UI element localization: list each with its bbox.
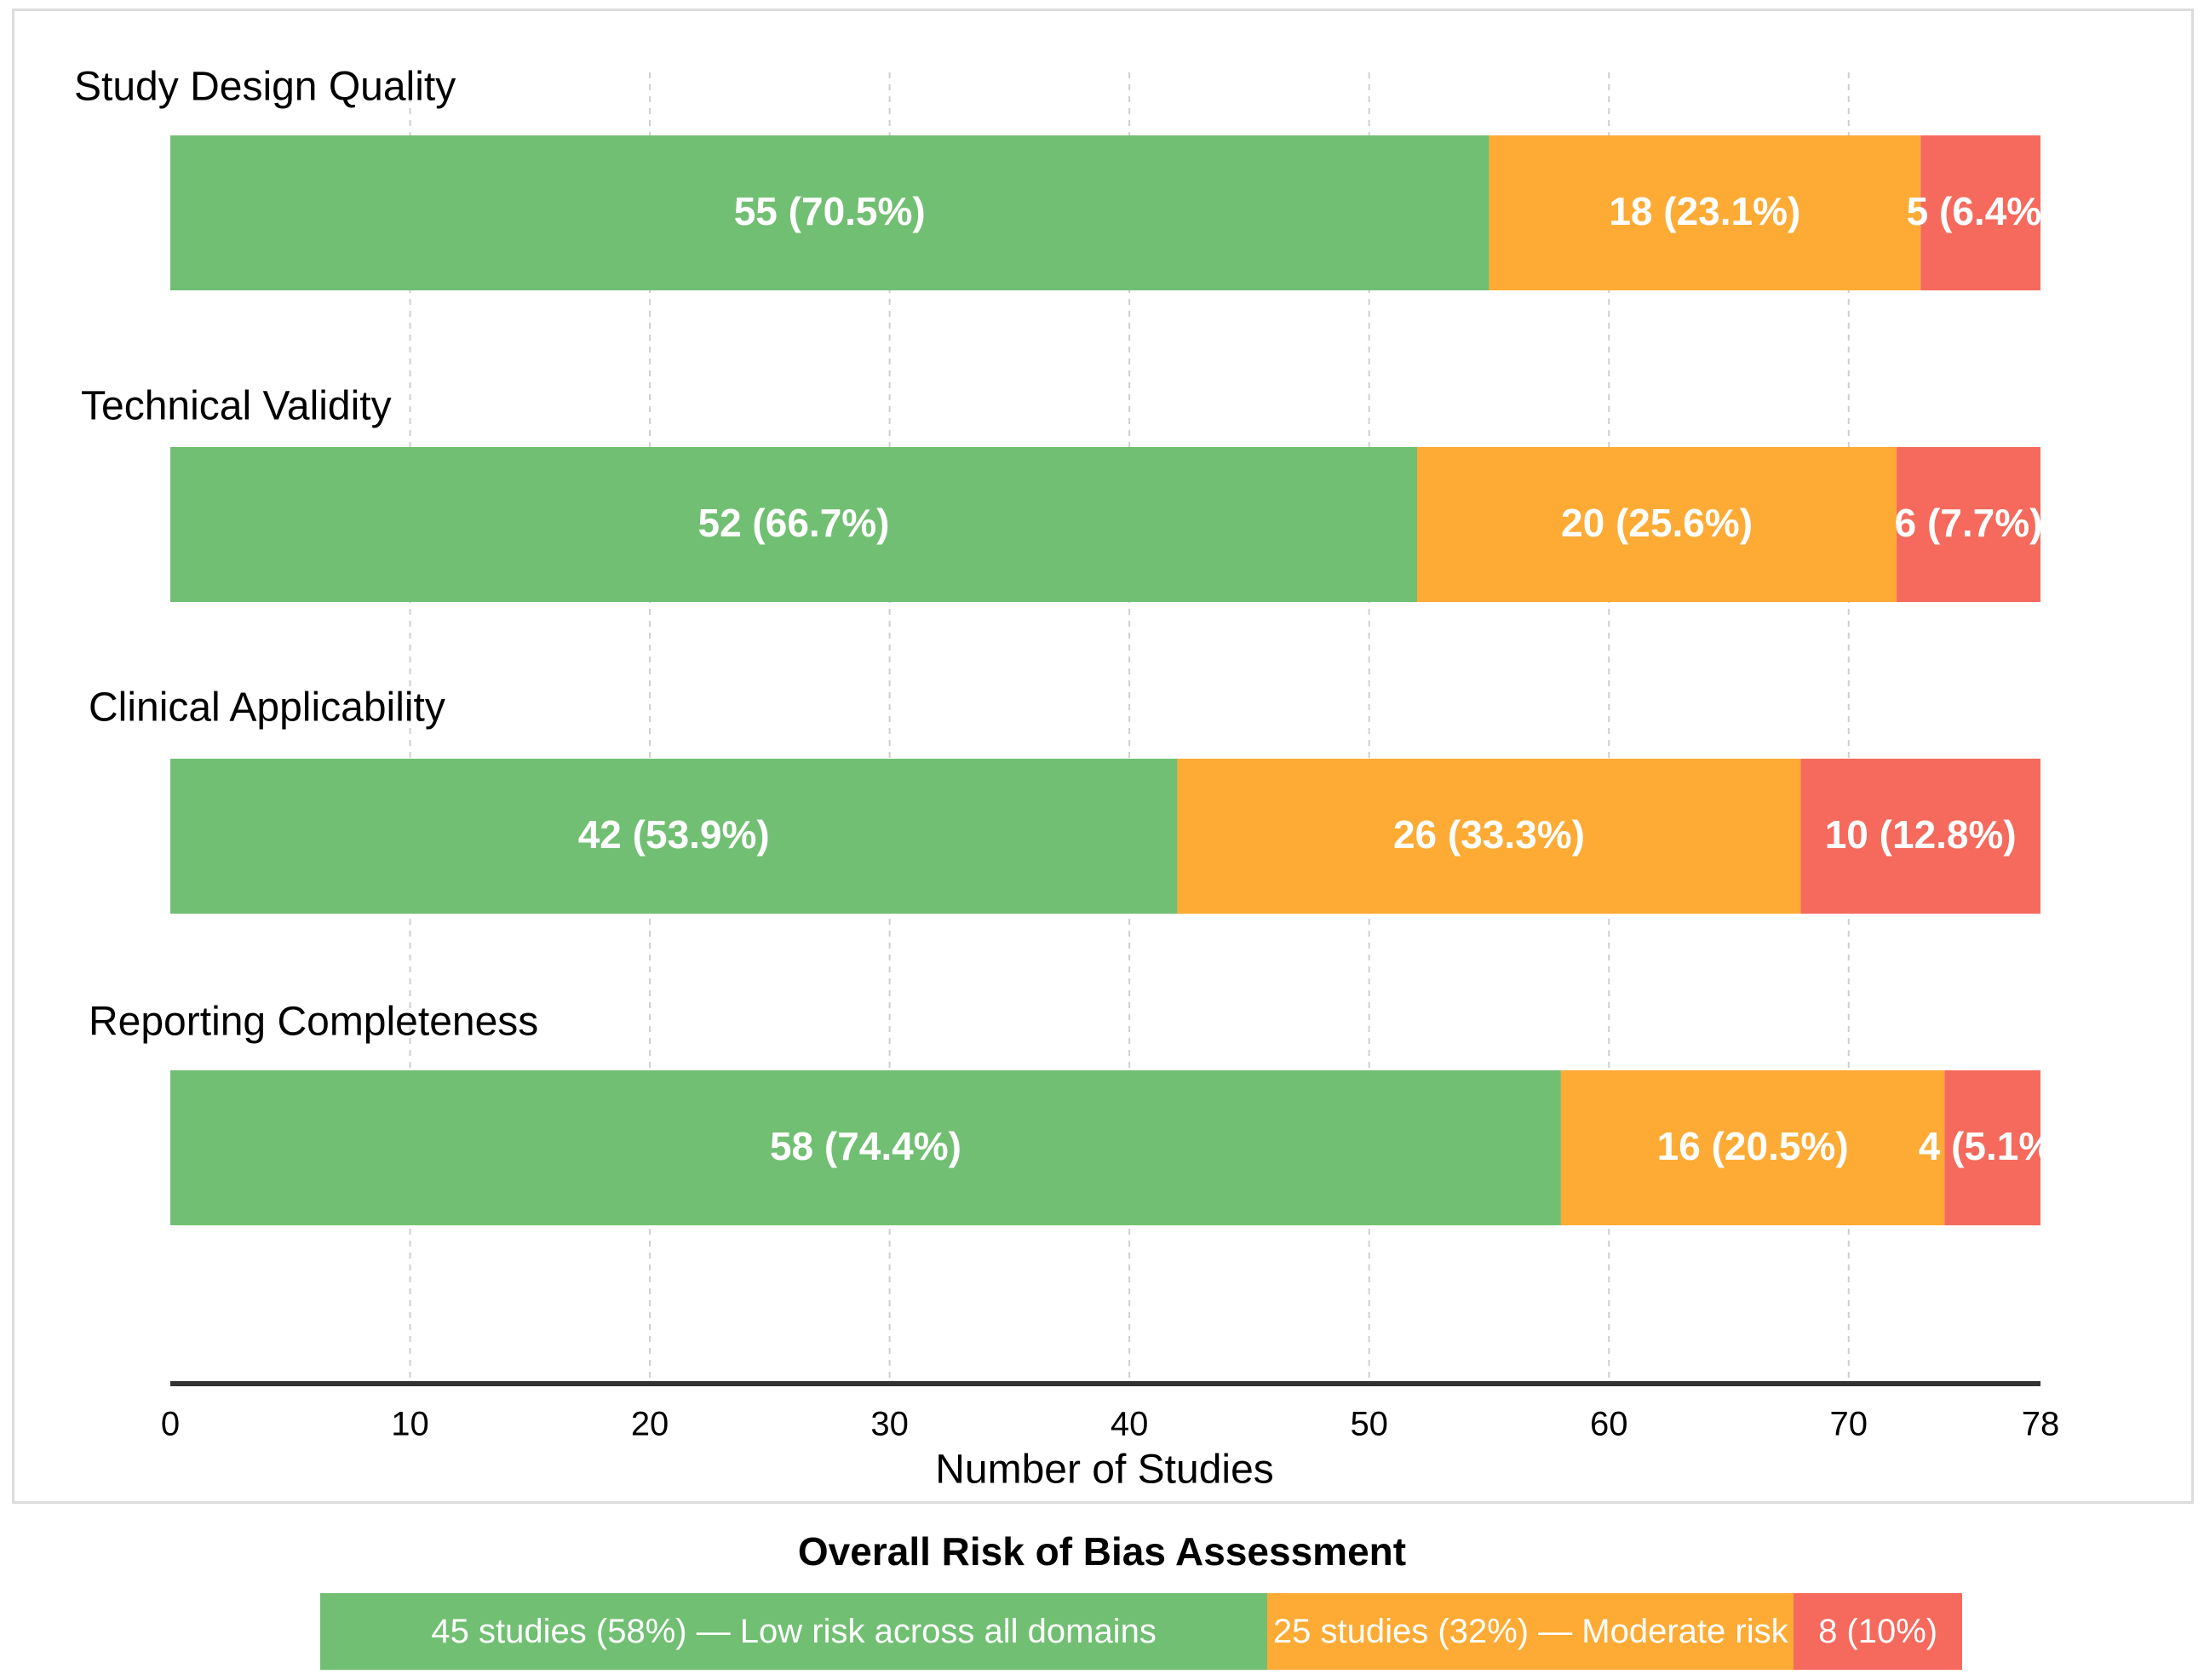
bar-segment-moderate <box>1489 135 1921 290</box>
bar-data-label: 10 (12.8%) <box>1825 812 2017 857</box>
overall-risk-bar: 45 studies (58%) — Low risk across all d… <box>320 1593 1962 1670</box>
x-tick-label: 10 <box>391 1406 429 1443</box>
overall-segment-moderate: 25 studies (32%) — Moderate risk <box>1267 1593 1794 1670</box>
bar-data-label: 18 (23.1%) <box>1609 189 1800 233</box>
overall-segment-low: 45 studies (58%) — Low risk across all d… <box>320 1593 1268 1670</box>
x-tick-label: 50 <box>1350 1406 1388 1443</box>
x-tick-label: 60 <box>1590 1406 1628 1443</box>
bar-data-label: 42 (53.9%) <box>578 812 770 857</box>
x-tick-label: 78 <box>2022 1406 2060 1443</box>
bar-data-label: 5 (6.4%) <box>1907 189 2055 233</box>
x-axis-title: Number of Studies <box>935 1448 1274 1493</box>
x-tick-label: 70 <box>1830 1406 1868 1443</box>
bar-data-label: 52 (66.7%) <box>697 501 889 545</box>
bar-segment-high <box>1920 135 2040 290</box>
domain-label: Reporting Completeness <box>89 1000 538 1045</box>
domain-label: Technical Validity <box>81 384 392 429</box>
bar-data-label: 4 (5.1%) <box>1919 1124 2067 1168</box>
overall-title: Overall Risk of Bias Assessment <box>797 1529 1407 1574</box>
bar-segment-high <box>1897 447 2040 602</box>
overall-segment-high: 8 (10%) <box>1794 1593 1962 1670</box>
stacked-bar-chart: Study Design Quality 55 (70.5%) 18 (23.1%)… <box>74 65 2067 1493</box>
bar-data-label: 26 (33.3%) <box>1393 812 1585 857</box>
x-tick-label: 20 <box>631 1406 669 1443</box>
bar-segment-low <box>170 447 1417 602</box>
domain-label: Study Design Quality <box>74 65 456 110</box>
bar-segment-low <box>170 1070 1561 1225</box>
x-tick-label: 30 <box>870 1406 909 1443</box>
bar-segment-moderate <box>1177 759 1801 914</box>
bar-data-label: 16 (20.5%) <box>1657 1124 1849 1168</box>
bar-segment-low <box>170 135 1489 290</box>
bar-segment-moderate <box>1417 447 1897 602</box>
bar-data-label: 55 (70.5%) <box>734 189 926 233</box>
bar-segment-low <box>170 759 1178 914</box>
bar-segment-high <box>1944 1070 2040 1225</box>
bar-data-label: 6 (7.7%) <box>1895 501 2043 545</box>
bar-segment-high <box>1800 759 2040 914</box>
x-tick-label: 40 <box>1111 1406 1149 1443</box>
domain-label: Clinical Applicability <box>89 685 445 731</box>
bar-segment-moderate <box>1560 1070 1945 1225</box>
x-tick-label: 0 <box>161 1406 180 1443</box>
bar-data-label: 20 (25.6%) <box>1561 501 1753 545</box>
bar-data-label: 58 (74.4%) <box>770 1124 961 1168</box>
chart-frame: Study Design Quality 55 (70.5%) 18 (23.1%)… <box>12 9 2194 1504</box>
